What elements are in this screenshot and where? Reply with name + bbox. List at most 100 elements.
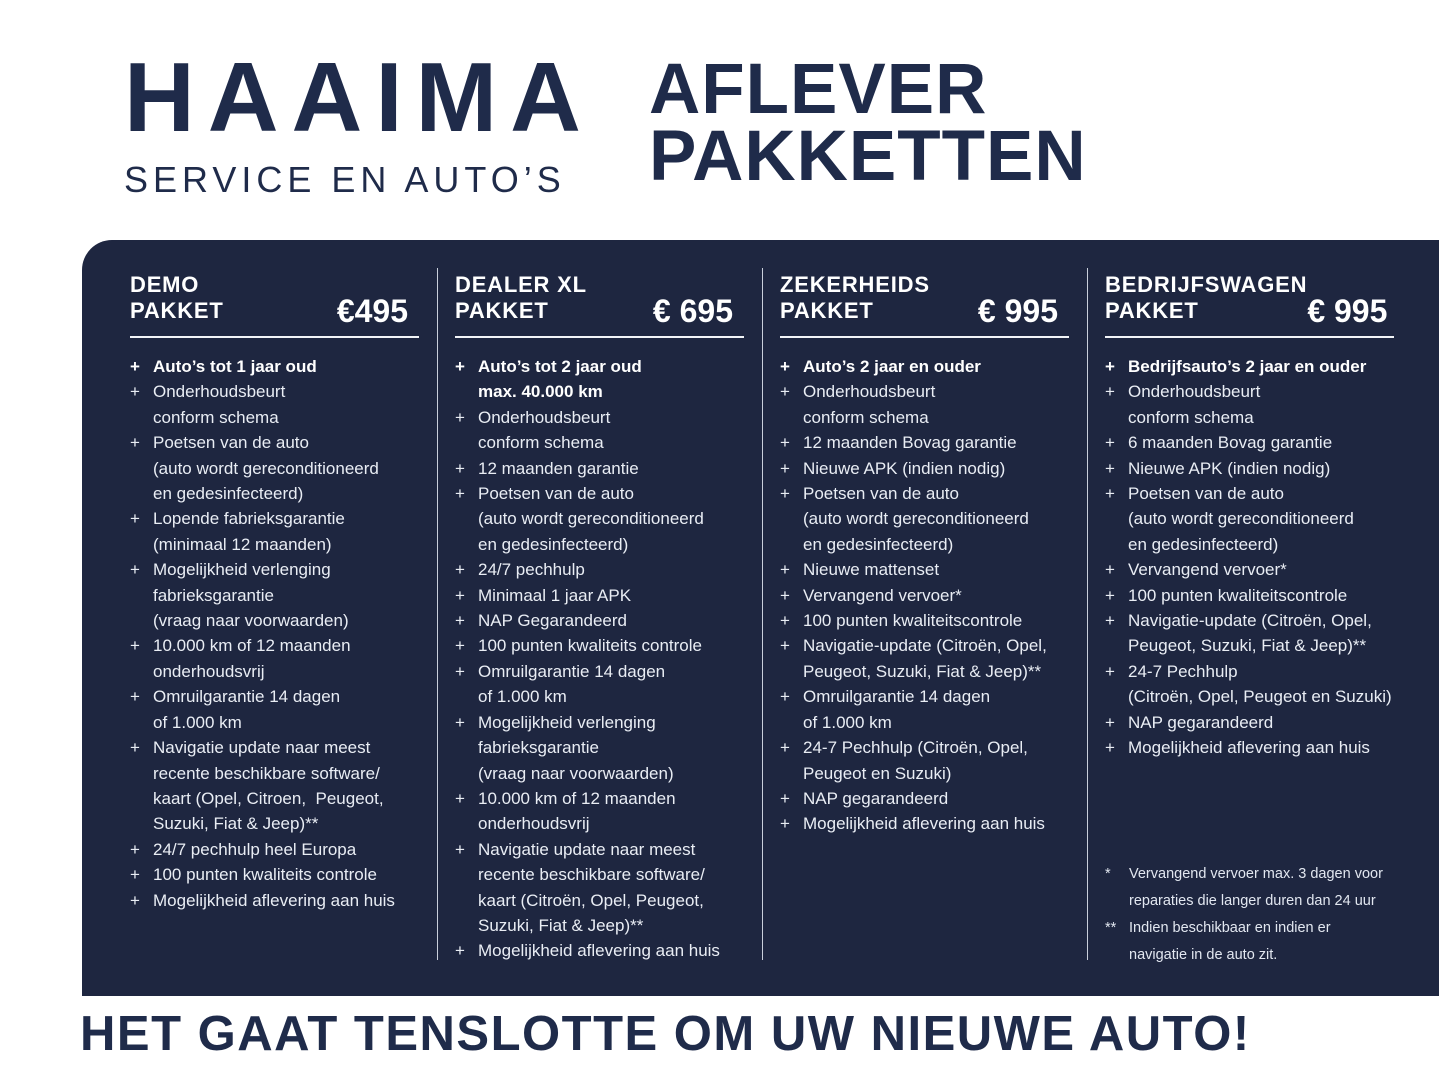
plus-marker: + (780, 788, 790, 808)
item-text: NAP gegarandeerd (803, 786, 1074, 811)
column-divider (1087, 268, 1088, 960)
item-line: Nieuwe APK (indien nodig) (1128, 458, 1331, 478)
plus-marker: + (455, 458, 465, 478)
plus-marker: + (780, 560, 790, 580)
package-item-list: + Auto’s tot 2 jaar oud max. 40.000 km + Ond… (455, 354, 749, 964)
package-price: € 695 (652, 293, 733, 329)
package-item: +10.000 km of 12 maanden onderhoudsvrij (130, 633, 424, 684)
item-text: Navigatie update naar meest recente besch… (153, 735, 424, 837)
plus-marker: + (780, 585, 790, 605)
item-line: Minimaal 1 jaar APK (478, 585, 632, 605)
plus-marker: + (1105, 712, 1115, 732)
plus-marker: + (780, 458, 790, 478)
item-text: 24-7 Pechhulp (Citroën, Opel, Peugeot en … (803, 735, 1074, 786)
package-item: +24/7 pechhulp heel Europa (130, 837, 424, 862)
package-item: + Navigatie update naar meest recente besc… (130, 735, 424, 837)
item-text: Poetsen van de auto (auto wordt gerecondi… (803, 481, 1074, 557)
package-price: € 995 (977, 293, 1058, 329)
plus-marker: + (780, 357, 790, 376)
item-line: Vervangend vervoer* (803, 585, 962, 605)
package-item: + Nieuwe mattenset (780, 557, 1074, 582)
footnote: * Vervangend vervoer max. 3 dagen voor rep… (1105, 861, 1399, 915)
item-line: 10.000 km of 12 maanden (478, 788, 676, 808)
item-text: 24-7 Pechhulp (Citroën, Opel, Peugeot en … (1128, 659, 1399, 710)
item-line: 24-7 Pechhulp (Citroën, Opel, (803, 738, 1028, 758)
plus-marker: + (455, 661, 465, 681)
package-item: +10.000 km of 12 maanden onderhoudsvrij (455, 786, 749, 837)
item-line: (auto wordt gereconditioneerd (153, 458, 379, 478)
item-line: Poetsen van de auto (478, 484, 634, 504)
package-header: ZEKERHEIDS PAKKET € 995 (780, 272, 1074, 329)
header-rule (780, 336, 1069, 338)
packages-panel: DEMO PAKKET €495 + Auto’s tot 1 jaar oud + Ond… (82, 240, 1439, 996)
item-text: Mogelijkheid aflevering aan huis (478, 938, 749, 963)
item-line: Peugeot, Suzuki, Fiat & Jeep)** (1128, 636, 1367, 656)
package-item: + Minimaal 1 jaar APK (455, 583, 749, 608)
item-line: (auto wordt gereconditioneerd (803, 509, 1029, 529)
package-item: + Onderhoudsbeurt conform schema (780, 379, 1074, 430)
item-text: 6 maanden Bovag garantie (1128, 430, 1399, 455)
item-line: Mogelijkheid aflevering aan huis (803, 814, 1045, 834)
item-text: NAP Gegarandeerd (478, 608, 749, 633)
package-item: + Lopende fabrieksgarantie (minimaal 12 ma… (130, 506, 424, 557)
item-text: Mogelijkheid verlenging fabrieksgarantie (… (153, 557, 424, 633)
item-text: Poetsen van de auto (auto wordt gerecondi… (1128, 481, 1399, 557)
package-item: + Onderhoudsbeurt conform schema (1105, 379, 1399, 430)
package-item: + NAP gegarandeerd (780, 786, 1074, 811)
item-line: max. 40.000 km (478, 382, 603, 402)
plus-marker: + (130, 839, 140, 859)
plus-marker: + (455, 941, 465, 961)
plus-marker: + (1105, 357, 1115, 376)
brand-subtitle: SERVICE EN AUTO’S (124, 159, 566, 200)
package-item: + Mogelijkheid verlenging fabrieksgarantie… (130, 557, 424, 633)
footnote-text: Indien beschikbaar en indien er navigatie… (1129, 915, 1399, 969)
item-text: Nieuwe APK (indien nodig) (1128, 456, 1399, 481)
package-price: €495 (336, 293, 408, 329)
item-line: of 1.000 km (803, 712, 892, 732)
item-text: Minimaal 1 jaar APK (478, 583, 749, 608)
item-line: (minimaal 12 maanden) (153, 534, 332, 554)
package-item: + Auto’s tot 2 jaar oud max. 40.000 km (455, 354, 749, 405)
package-item: + Poetsen van de auto (auto wordt gerecond… (1105, 481, 1399, 557)
item-line: fabrieksgarantie (478, 738, 599, 758)
item-line: Auto’s 2 jaar en ouder (803, 357, 981, 376)
item-text: Onderhoudsbeurt conform schema (803, 379, 1074, 430)
plus-marker: + (780, 738, 790, 758)
package-item: + Mogelijkheid aflevering aan huis (455, 938, 749, 963)
package-header: BEDRIJFSWAGEN PAKKET € 995 (1105, 272, 1399, 327)
item-line: Omruilgarantie 14 dagen (478, 661, 666, 681)
footnotes: * Vervangend vervoer max. 3 dagen voor rep… (1105, 861, 1399, 969)
item-line: NAP Gegarandeerd (478, 611, 628, 631)
plus-marker: + (1105, 484, 1115, 504)
package-item: +100 punten kwaliteitscontrole (1105, 583, 1399, 608)
package-item: +100 punten kwaliteits controle (130, 862, 424, 887)
item-line: Lopende fabrieksgarantie (153, 509, 345, 529)
item-text: 100 punten kwaliteits controle (153, 862, 424, 887)
item-line: Navigatie update naar meest (478, 839, 696, 859)
item-line: of 1.000 km (153, 712, 242, 732)
package-title-line: DEMO (130, 272, 200, 297)
item-text: 24/7 pechhulp heel Europa (153, 837, 424, 862)
plus-marker: + (780, 382, 790, 402)
item-line: recente beschikbare software/ (478, 865, 705, 885)
item-text: Navigatie update naar meest recente besch… (478, 837, 749, 939)
package-item: + Onderhoudsbeurt conform schema (455, 405, 749, 456)
item-text: Onderhoudsbeurt conform schema (478, 405, 749, 456)
footnote-line: Vervangend vervoer max. 3 dagen voor (1129, 865, 1383, 882)
item-line: Onderhoudsbeurt (478, 407, 611, 427)
item-line: Mogelijkheid aflevering aan huis (1128, 738, 1370, 758)
plus-marker: + (455, 712, 465, 732)
item-line: Mogelijkheid aflevering aan huis (153, 890, 395, 910)
footnote-line: Indien beschikbaar en indien er (1129, 919, 1331, 936)
item-line: Onderhoudsbeurt (153, 382, 286, 402)
plus-marker: + (130, 738, 140, 758)
package-item: + Poetsen van de auto (auto wordt gerecond… (780, 481, 1074, 557)
footnote-line: reparaties die langer duren dan 24 uur (1129, 892, 1376, 909)
item-line: 100 punten kwaliteits controle (153, 865, 377, 885)
package-column-4: BEDRIJFSWAGEN PAKKET € 995 + Bedrijfsauto’s … (1105, 272, 1399, 969)
plus-marker: + (1105, 382, 1115, 402)
item-line: (auto wordt gereconditioneerd (478, 509, 704, 529)
item-line: en gedesinfecteerd) (153, 484, 304, 504)
item-line: of 1.000 km (478, 687, 567, 707)
